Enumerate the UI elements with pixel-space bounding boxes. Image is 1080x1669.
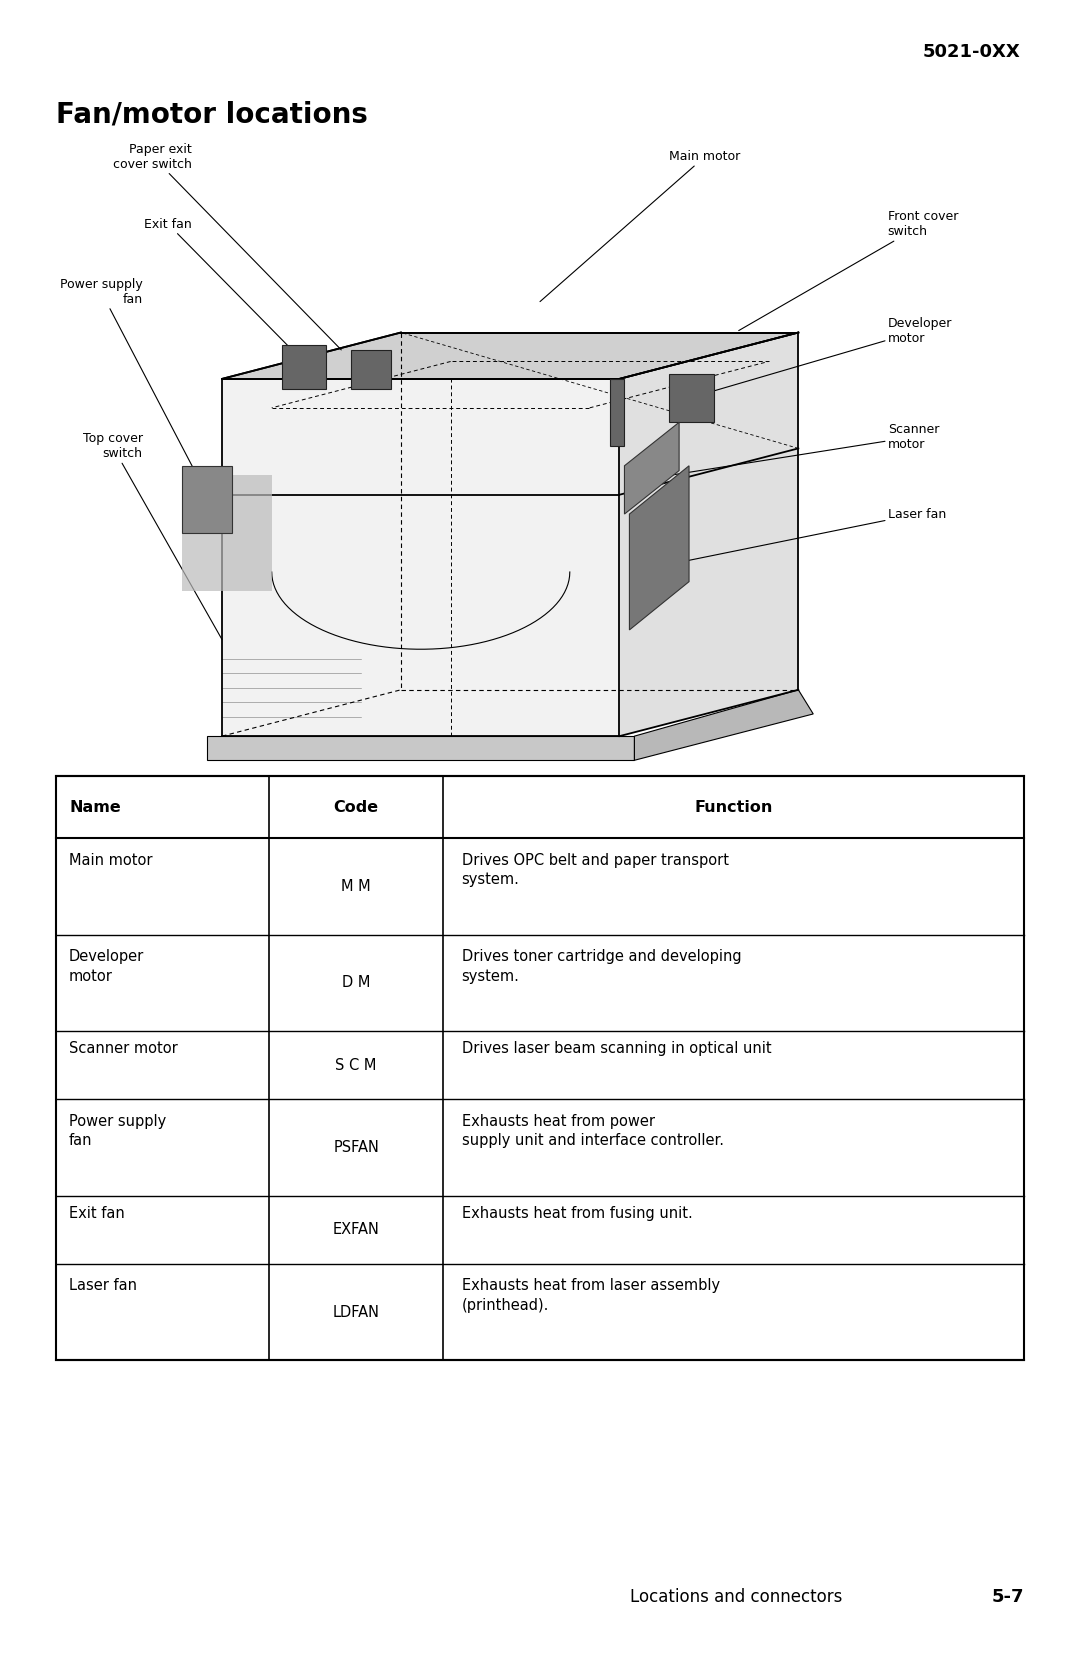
Text: 5021-0XX: 5021-0XX xyxy=(922,43,1021,62)
Polygon shape xyxy=(222,332,798,379)
Text: Exit fan: Exit fan xyxy=(145,219,301,359)
Text: Exit fan: Exit fan xyxy=(69,1205,125,1220)
Text: Developer
motor: Developer motor xyxy=(69,950,145,983)
Polygon shape xyxy=(624,422,679,514)
Text: Main motor: Main motor xyxy=(69,853,152,868)
Text: Name: Name xyxy=(69,799,121,814)
Bar xyxy=(56,776,1024,1360)
Polygon shape xyxy=(620,332,798,736)
Polygon shape xyxy=(351,350,391,389)
Text: Exhausts heat from fusing unit.: Exhausts heat from fusing unit. xyxy=(461,1205,692,1220)
Text: Power supply
fan: Power supply fan xyxy=(69,1113,166,1148)
Text: Code: Code xyxy=(334,799,379,814)
Polygon shape xyxy=(183,476,272,591)
Text: Scanner motor: Scanner motor xyxy=(69,1041,178,1056)
Polygon shape xyxy=(207,736,634,761)
Text: Drives OPC belt and paper transport
system.: Drives OPC belt and paper transport syst… xyxy=(461,853,729,888)
Text: Locations and connectors: Locations and connectors xyxy=(630,1587,842,1606)
Text: Laser fan: Laser fan xyxy=(679,507,946,562)
Text: Fan/motor locations: Fan/motor locations xyxy=(56,100,368,129)
Text: Drives laser beam scanning in optical unit: Drives laser beam scanning in optical un… xyxy=(461,1041,771,1056)
Text: Power supply
fan: Power supply fan xyxy=(59,279,207,494)
Text: Exhausts heat from laser assembly
(printhead).: Exhausts heat from laser assembly (print… xyxy=(461,1278,719,1314)
Text: Developer
motor: Developer motor xyxy=(689,317,953,399)
Text: Function: Function xyxy=(694,799,772,814)
Text: D M: D M xyxy=(342,975,370,990)
Polygon shape xyxy=(609,379,624,446)
Polygon shape xyxy=(222,332,798,379)
Polygon shape xyxy=(183,466,232,534)
Text: Main motor: Main motor xyxy=(540,150,741,302)
Text: S C M: S C M xyxy=(336,1058,377,1073)
Text: Top cover
switch: Top cover switch xyxy=(82,432,222,639)
Polygon shape xyxy=(282,345,326,389)
Polygon shape xyxy=(222,379,620,736)
Text: LDFAN: LDFAN xyxy=(333,1305,380,1320)
Text: Drives toner cartridge and developing
system.: Drives toner cartridge and developing sy… xyxy=(461,950,741,983)
Polygon shape xyxy=(630,466,689,629)
Polygon shape xyxy=(670,374,714,422)
Polygon shape xyxy=(634,689,813,761)
Text: Front cover
switch: Front cover switch xyxy=(739,210,958,330)
Text: M M: M M xyxy=(341,880,370,895)
Text: Exhausts heat from power
supply unit and interface controller.: Exhausts heat from power supply unit and… xyxy=(461,1113,724,1148)
Text: Laser fan: Laser fan xyxy=(69,1278,137,1293)
Text: PSFAN: PSFAN xyxy=(334,1140,379,1155)
Text: 5-7: 5-7 xyxy=(991,1587,1024,1606)
Text: Scanner
motor: Scanner motor xyxy=(670,422,940,476)
Text: Paper exit
cover switch: Paper exit cover switch xyxy=(113,144,341,350)
Text: EXFAN: EXFAN xyxy=(333,1222,379,1237)
